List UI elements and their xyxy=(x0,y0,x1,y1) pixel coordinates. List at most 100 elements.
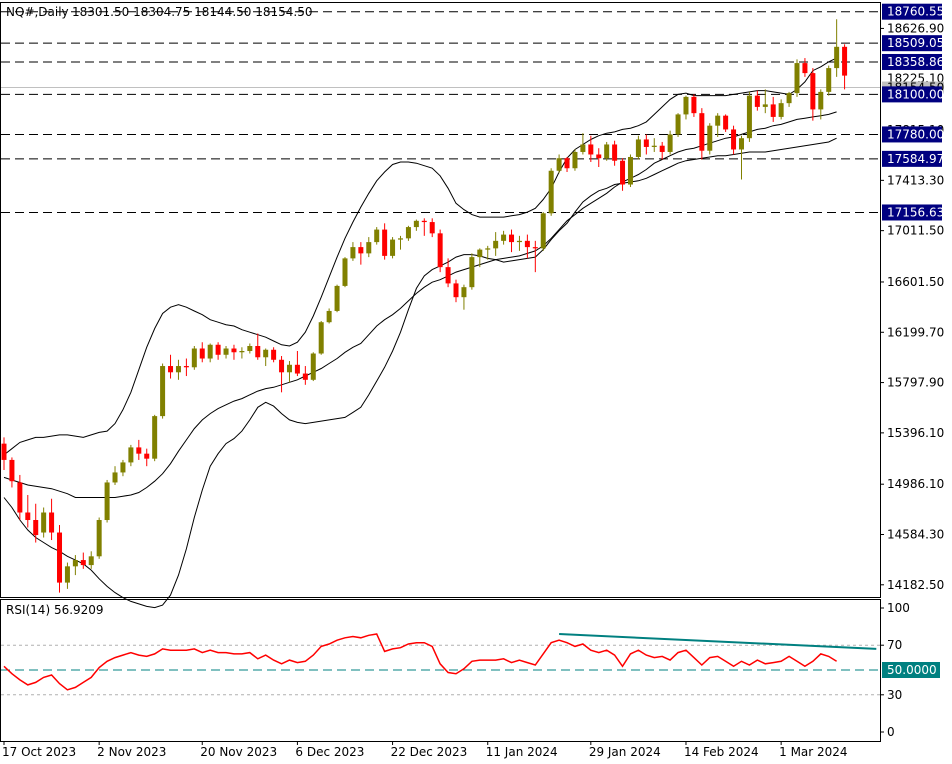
price-tick-label: 16199.70 xyxy=(887,325,944,339)
candle-body xyxy=(152,416,158,459)
candle-bull xyxy=(493,232,499,256)
candle-body xyxy=(405,227,411,239)
candle-body xyxy=(429,222,435,234)
candle-body xyxy=(580,144,586,152)
candle-body xyxy=(437,233,443,268)
candle-bear xyxy=(25,494,31,528)
candle-bear xyxy=(754,90,760,111)
price-tick-label: 17413.30 xyxy=(887,173,944,187)
candle-body xyxy=(802,63,808,74)
candle-bull xyxy=(342,257,348,288)
candle-bear xyxy=(612,140,618,166)
candle-bear xyxy=(80,552,86,569)
candle-bull xyxy=(715,113,721,137)
candle-body xyxy=(699,113,705,151)
time-tick-label: 6 Dec 2023 xyxy=(295,745,364,759)
candle-bear xyxy=(57,525,63,593)
candle-body xyxy=(231,348,237,353)
candle-bull xyxy=(96,517,102,559)
candle-bear xyxy=(659,141,665,160)
candle-body xyxy=(842,46,848,76)
candle-bear xyxy=(271,347,277,363)
candle-bear xyxy=(453,279,459,303)
candle-bull xyxy=(548,168,554,216)
candle-body xyxy=(620,160,626,185)
rsi-line xyxy=(3,633,837,691)
candle-body xyxy=(731,129,737,150)
candle-bear xyxy=(294,351,300,377)
candle-body xyxy=(532,247,538,249)
level-tag-label: 18358.86 xyxy=(887,55,944,69)
candle-body xyxy=(326,310,332,323)
candle-bull xyxy=(310,352,316,382)
candle-body xyxy=(144,453,150,459)
candle-body xyxy=(746,95,752,139)
candle-bull xyxy=(572,149,578,171)
candle-body xyxy=(834,46,840,69)
candle-body xyxy=(382,229,388,256)
candle-body xyxy=(294,364,300,374)
candle-body xyxy=(17,482,23,513)
candle-bear xyxy=(49,498,55,541)
level-tag xyxy=(882,53,942,70)
candle-body xyxy=(390,239,396,256)
candle-bull xyxy=(152,414,158,462)
candle-bull xyxy=(64,562,70,589)
candle-body xyxy=(25,512,31,521)
price-tick-label: 14986.10 xyxy=(887,477,944,491)
candle-body xyxy=(707,125,713,151)
rsi-trendline xyxy=(559,633,877,650)
candle-bull xyxy=(469,253,475,290)
candle-body xyxy=(762,104,768,107)
candle-body xyxy=(112,472,118,483)
candle-bull xyxy=(651,138,657,152)
candle-body xyxy=(310,353,316,380)
candle-bull xyxy=(580,133,586,155)
candle-bull xyxy=(556,154,562,174)
candle-bull xyxy=(223,346,229,359)
candle-bear xyxy=(421,218,427,236)
candle-body xyxy=(651,145,657,147)
candle-bull xyxy=(762,89,768,114)
candle-body xyxy=(49,512,55,533)
candle-body xyxy=(826,68,832,92)
candle-body xyxy=(57,532,63,583)
candle-bear xyxy=(358,242,364,265)
candle-body xyxy=(469,257,475,288)
candle-bull xyxy=(667,130,673,155)
candle-bull xyxy=(635,135,641,160)
candle-body xyxy=(104,482,110,521)
candle-bull xyxy=(334,284,340,313)
candle-body xyxy=(516,240,522,243)
candle-bull xyxy=(516,235,522,251)
candle-body xyxy=(715,115,721,126)
candle-bear xyxy=(1,437,7,470)
candle-bear xyxy=(810,68,816,121)
candle-body xyxy=(627,156,633,185)
candle-bear xyxy=(842,44,848,90)
candle-bull xyxy=(413,219,419,231)
candle-body xyxy=(675,114,681,135)
candle-bull xyxy=(112,466,118,485)
candle-bear xyxy=(691,94,697,117)
candle-bear xyxy=(509,229,515,253)
candle-body xyxy=(485,248,491,250)
candle-body xyxy=(374,229,380,243)
rsi-tick-label: 70 xyxy=(887,638,902,652)
candle-bull xyxy=(738,135,744,180)
candle-bull xyxy=(786,91,792,107)
candle-bear xyxy=(437,229,443,273)
time-axis: 17 Oct 2023 2 Nov 2023 20 Nov 2023 6 Dec 20… xyxy=(2,741,848,759)
candle-body xyxy=(136,447,142,454)
candle-body xyxy=(366,242,372,254)
candle-bear xyxy=(643,134,649,155)
candle-bull xyxy=(286,361,292,383)
candle-bull xyxy=(501,230,507,245)
price-tick-label: 14182.50 xyxy=(887,578,944,592)
candle-bull xyxy=(818,89,824,120)
candle-body xyxy=(358,247,364,254)
candle-body xyxy=(9,459,15,482)
candle-bear xyxy=(279,356,285,393)
symbol-label: NQ#,Daily xyxy=(6,5,69,19)
level-tag-label: 18509.05 xyxy=(887,36,944,50)
